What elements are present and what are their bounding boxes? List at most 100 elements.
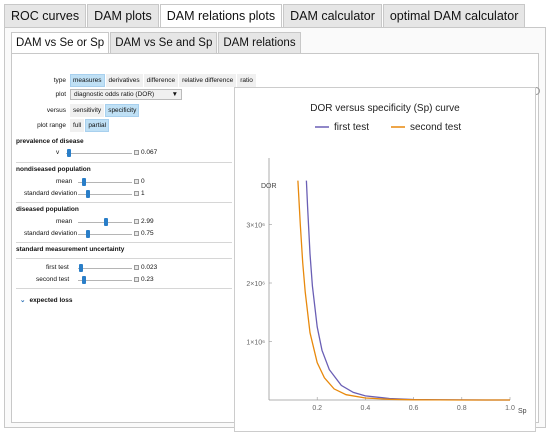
series-line-1 xyxy=(305,180,510,401)
first-test-expand-icon[interactable] xyxy=(134,265,139,270)
v-slider[interactable] xyxy=(66,149,132,157)
d-mean-expand-icon[interactable] xyxy=(134,219,139,224)
nd-mean-slider[interactable] xyxy=(78,178,132,186)
type-option-derivatives[interactable]: derivatives xyxy=(105,73,143,87)
dropdown-arrow-icon: ▼ xyxy=(171,90,178,98)
x-tick-label: 0.4 xyxy=(361,405,371,412)
series-line-2 xyxy=(297,180,510,401)
d-sd-value: 0.75 xyxy=(141,230,154,237)
second-test-slider[interactable] xyxy=(78,276,132,284)
d-sd-label: standard deviation xyxy=(24,230,78,237)
nd-sd-label: standard deviation xyxy=(24,190,78,197)
nondiseased-heading: nondiseased population xyxy=(16,166,91,173)
chart-title: DOR versus specificity (Sp) curve xyxy=(310,103,460,114)
y-tick-label: 1×10⁶ xyxy=(246,340,265,347)
type-row: type measures derivatives difference relati… xyxy=(16,73,257,87)
inner-tab-dam-relations[interactable]: DAM relations xyxy=(218,32,301,54)
nd-sd-value: 1 xyxy=(141,190,145,197)
plot-frame: DOR versus specificity (Sp) curve first … xyxy=(234,87,536,432)
versus-option-sensitivity[interactable]: sensitivity xyxy=(70,103,105,117)
versus-segmented-control: sensitivity specificity xyxy=(70,103,140,117)
plot-row: plot diagnostic odds ratio (DOR) ▼ xyxy=(16,88,182,100)
range-option-partial[interactable]: partial xyxy=(85,118,110,132)
nd-mean-label: mean xyxy=(56,178,73,185)
range-option-full[interactable]: full xyxy=(70,118,85,132)
nd-mean-value: 0 xyxy=(141,178,145,185)
d-mean-label: mean xyxy=(56,218,73,225)
inner-tab-dam-vs-se-or-sp[interactable]: DAM vs Se or Sp xyxy=(11,32,110,55)
first-test-value: 0.023 xyxy=(141,264,158,271)
outer-tab-optimal-dam-calculator[interactable]: optimal DAM calculator xyxy=(382,4,526,28)
type-segmented-control: measures derivatives difference relative di… xyxy=(70,73,257,87)
first-test-label: first test xyxy=(46,264,69,271)
expected-loss-toggle[interactable]: ⌄ expected loss xyxy=(20,294,72,306)
first-test-slider-thumb[interactable] xyxy=(79,264,83,272)
outer-tab-dam-plots[interactable]: DAM plots xyxy=(87,4,159,28)
divider xyxy=(16,162,232,163)
type-option-measures[interactable]: measures xyxy=(70,73,105,87)
x-tick-label: 0.6 xyxy=(409,405,419,412)
second-test-label: second test xyxy=(36,276,70,283)
divider xyxy=(16,288,232,289)
d-sd-slider-thumb[interactable] xyxy=(86,230,90,238)
d-sd-expand-icon[interactable] xyxy=(134,231,139,236)
type-option-difference[interactable]: difference xyxy=(143,73,179,87)
legend-label: first test xyxy=(334,122,369,133)
plot-select[interactable]: diagnostic odds ratio (DOR) ▼ xyxy=(70,88,182,100)
chart-axes: 0.2 0.4 0.6 0.8 1.0 1×10⁶ 2×10⁶ 3×10⁶ xyxy=(246,158,515,412)
inner-panel: type measures derivatives difference relati… xyxy=(11,53,540,432)
first-test-slider[interactable] xyxy=(78,264,132,272)
v-expand-icon[interactable] xyxy=(134,150,139,155)
type-option-relative-difference[interactable]: relative difference xyxy=(179,73,237,87)
inner-tab-dam-vs-se-and-sp[interactable]: DAM vs Se and Sp xyxy=(110,32,218,54)
legend-label: second test xyxy=(410,122,461,133)
v-value: 0.067 xyxy=(141,149,158,156)
d-sd-slider[interactable] xyxy=(78,230,132,238)
d-mean-slider-thumb[interactable] xyxy=(104,218,108,226)
nd-mean-expand-icon[interactable] xyxy=(134,179,139,184)
x-tick-label: 0.8 xyxy=(457,405,467,412)
type-option-ratio[interactable]: ratio xyxy=(237,73,256,87)
v-slider-thumb[interactable] xyxy=(67,149,71,157)
nd-sd-slider-thumb[interactable] xyxy=(86,190,90,198)
x-tick-label: 0.2 xyxy=(312,405,322,412)
plot-range-label: plot range xyxy=(37,121,66,129)
outer-panel: DAM vs Se or Sp DAM vs Se and Sp DAM relat… xyxy=(4,27,546,432)
x-axis-label: Sp xyxy=(518,408,527,415)
versus-row: versus sensitivity specificity xyxy=(16,103,140,117)
divider xyxy=(16,242,232,243)
divider xyxy=(16,202,232,203)
outer-tab-dam-relations-plots[interactable]: DAM relations plots xyxy=(159,4,283,29)
plot-label: plot xyxy=(55,90,66,98)
chevron-down-icon: ⌄ xyxy=(20,297,26,304)
diseased-heading: diseased population xyxy=(16,206,79,213)
expected-loss-label: expected loss xyxy=(29,296,73,304)
inner-tab-bar: DAM vs Se or Sp DAM vs Se and Sp DAM relat… xyxy=(11,32,302,55)
v-label: v xyxy=(56,149,60,156)
versus-label: versus xyxy=(46,106,66,114)
second-test-slider-thumb[interactable] xyxy=(82,276,86,284)
outer-tab-bar: ROC curves DAM plots DAM relations plots DA… xyxy=(4,4,526,29)
plot-range-segmented-control: full partial xyxy=(70,118,110,132)
chart-legend: first test second test xyxy=(315,122,461,133)
y-tick-label: 2×10⁶ xyxy=(246,281,265,288)
outer-tab-dam-calculator[interactable]: DAM calculator xyxy=(283,4,382,28)
nd-mean-slider-thumb[interactable] xyxy=(82,178,86,186)
versus-option-specificity[interactable]: specificity xyxy=(105,103,140,117)
dor-chart: DOR versus specificity (Sp) curve first … xyxy=(246,103,527,415)
plot-select-value: diagnostic odds ratio (DOR) xyxy=(74,90,155,98)
nd-sd-expand-icon[interactable] xyxy=(134,191,139,196)
outer-tab-roc-curves[interactable]: ROC curves xyxy=(4,4,87,28)
d-mean-slider[interactable] xyxy=(78,218,132,226)
nd-sd-slider[interactable] xyxy=(78,190,132,198)
y-tick-label: 3×10⁶ xyxy=(246,223,265,230)
chart-lines xyxy=(297,180,510,401)
divider xyxy=(16,258,232,259)
uncertainty-heading: standard measurement uncertainty xyxy=(16,246,125,253)
x-tick-label: 1.0 xyxy=(505,405,515,412)
type-label: type xyxy=(53,76,66,84)
second-test-value: 0.23 xyxy=(141,276,154,283)
prevalence-heading: prevalence of disease xyxy=(16,138,84,145)
second-test-expand-icon[interactable] xyxy=(134,277,139,282)
d-mean-value: 2.99 xyxy=(141,218,154,225)
